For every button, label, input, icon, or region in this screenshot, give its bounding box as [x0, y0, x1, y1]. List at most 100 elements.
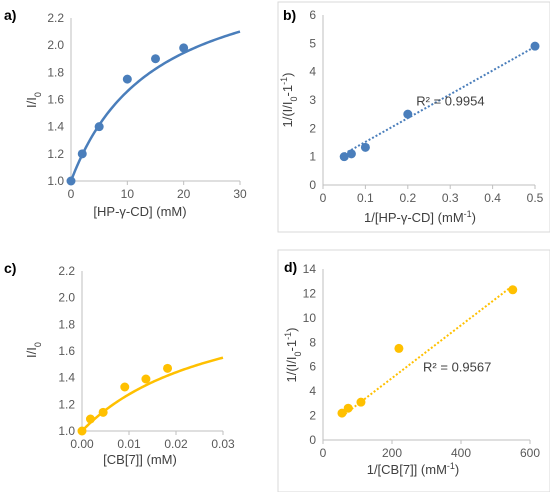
- fit-line: [69, 30, 241, 182]
- x-tick-label: 0.2: [399, 191, 416, 205]
- data-point: [343, 403, 353, 413]
- data-point: [85, 414, 95, 424]
- data-point: [151, 54, 160, 64]
- label-part: -1: [447, 461, 455, 471]
- label-part: 1/[HP-γ-CD] (mM: [364, 210, 464, 225]
- x-tick-label: 0.5: [527, 191, 544, 205]
- x-tick-label: 0.4: [484, 191, 501, 205]
- label-part: I/I: [24, 347, 39, 358]
- y-tick-label: 2.0: [47, 38, 64, 52]
- data-point: [141, 374, 151, 384]
- label-part: -1: [280, 85, 295, 97]
- y-tick-label: 2.0: [58, 291, 75, 305]
- y-tick-label: 4: [309, 384, 316, 398]
- data-point: [403, 109, 413, 119]
- y-tick-label: 1.8: [58, 317, 75, 331]
- label-part: -1: [284, 340, 299, 352]
- x-tick-label: 0.02: [164, 437, 188, 451]
- y-tick-label: 12: [303, 286, 317, 300]
- data-point: [77, 426, 87, 436]
- y-tick-label: 1.6: [47, 93, 64, 107]
- panel-b: b) 0 0.1 0.2 0.3 0.4 0.5 0 1 2 3 4 5 6 1/[HP-γ-CD] (mM…: [277, 1, 550, 233]
- y-tick-label: 1.2: [58, 397, 75, 411]
- data-point: [530, 41, 540, 51]
- panel-frame: [277, 1, 550, 233]
- x-tick-label: 0.03: [211, 437, 235, 451]
- y-tick-label: 8: [309, 335, 316, 349]
- y-tick-label: 1.2: [47, 147, 64, 161]
- data-point: [163, 363, 173, 373]
- y-tick-label: 0: [309, 433, 316, 447]
- data-point: [346, 149, 356, 159]
- y-tick-label: 1.8: [47, 65, 64, 79]
- y-tick-label: 3: [309, 93, 316, 107]
- data-point: [360, 142, 370, 152]
- data-point: [98, 407, 108, 417]
- label-part: ): [284, 328, 299, 332]
- y-axis-title: 1/(I/I0-1-1): [279, 73, 299, 128]
- y-tick-label: 10: [303, 311, 317, 325]
- data-point: [77, 149, 87, 159]
- x-tick-label: 0.01: [117, 437, 141, 451]
- x-axis-title: [HP-γ-CD] (mM): [93, 204, 186, 219]
- y-tick-label: 2.2: [58, 264, 75, 278]
- y-tick-label: 2: [309, 121, 316, 135]
- y-tick-label: 2.2: [47, 11, 64, 25]
- panel-label: a): [4, 7, 16, 23]
- x-tick-label: 30: [233, 187, 247, 201]
- x-tick-label: 400: [451, 446, 471, 460]
- data-point: [337, 408, 347, 418]
- y-tick-label: 14: [303, 262, 317, 276]
- x-tick-label: 10: [121, 187, 135, 201]
- fit-line: [341, 284, 514, 418]
- data-point: [508, 285, 518, 295]
- y-tick-label: 1.0: [58, 424, 75, 438]
- data-point: [122, 74, 132, 84]
- x-tick-label: 0.00: [70, 437, 94, 451]
- label-part: 1/(I/I: [284, 356, 299, 382]
- panel-label: b): [283, 7, 296, 23]
- label-part: 0: [33, 342, 43, 347]
- data-point: [339, 152, 349, 162]
- label-part: -1: [279, 77, 289, 85]
- y-tick-label: 1.0: [47, 174, 64, 188]
- label-part: ): [472, 210, 476, 225]
- r-squared-label: R² = 0.9567: [423, 360, 491, 375]
- y-tick-label: 6: [309, 8, 316, 22]
- panel-label: c): [4, 260, 16, 276]
- x-tick-label: 0.3: [442, 191, 459, 205]
- label-part: [HP-γ-CD] (mM): [93, 204, 186, 219]
- x-tick-label: 0: [320, 446, 327, 460]
- x-tick-label: 0: [320, 191, 327, 205]
- y-tick-label: 4: [309, 65, 316, 79]
- label-part: ): [455, 462, 459, 477]
- y-tick-label: 1.4: [47, 120, 64, 134]
- y-tick-label: 1.4: [58, 371, 75, 385]
- data-point: [66, 176, 76, 186]
- panel-frame: [277, 249, 550, 492]
- y-tick-label: 1.6: [58, 344, 75, 358]
- label-part: 1/[CB[7]] (mM: [367, 462, 447, 477]
- y-tick-label: 0: [309, 178, 316, 192]
- label-part: ): [280, 73, 295, 77]
- label-part: 1/(I/I: [280, 101, 295, 127]
- y-axis-title: 1/(I/I0-1-1): [283, 328, 303, 383]
- label-part: I/I: [24, 97, 39, 108]
- x-tick-label: 0: [68, 187, 75, 201]
- label-part: -1: [464, 209, 472, 219]
- panel-label: d): [284, 259, 297, 275]
- x-axis-title: [CB[7]] (mM): [103, 452, 177, 467]
- data-point: [120, 382, 130, 392]
- data-point: [356, 397, 366, 407]
- label-part: 0: [33, 92, 43, 97]
- y-tick-label: 2: [309, 409, 316, 423]
- r-squared-label: R² = 0.9954: [416, 94, 484, 109]
- label-part: 0: [293, 351, 303, 356]
- data-point: [394, 343, 404, 353]
- x-tick-label: 0.1: [357, 191, 374, 205]
- x-tick-label: 200: [382, 446, 402, 460]
- label-part: 0: [289, 96, 299, 101]
- panel-a: a) 0 10 20 30 1.0 1.2 1.4 1.6 1.8 2.0 2.2 [HP-γ-CD] …: [4, 7, 247, 219]
